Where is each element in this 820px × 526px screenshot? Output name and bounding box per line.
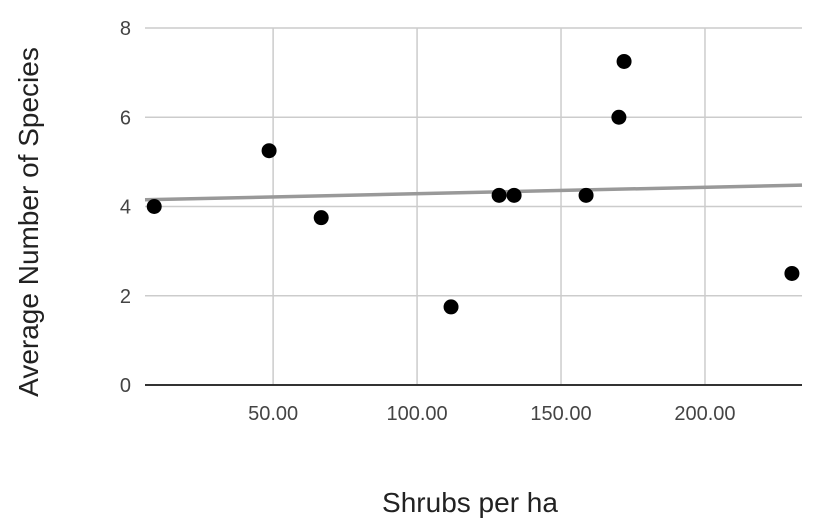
x-axis-title: Shrubs per ha [382, 487, 558, 518]
data-points [146, 53, 800, 315]
data-point [491, 187, 507, 203]
data-point [784, 265, 800, 281]
y-tick-label: 0 [120, 375, 131, 397]
x-tick-label: 50.00 [248, 403, 298, 425]
tick-labels: 0 2 4 6 8 50.00 100.00 150.00 200.00 [120, 18, 736, 425]
y-axis-title: Average Number of Species [13, 47, 44, 397]
trendline-group [144, 183, 803, 202]
data-point [313, 210, 329, 226]
y-tick-label: 6 [120, 107, 131, 129]
gridlines [145, 27, 802, 386]
trendline [144, 183, 803, 202]
data-point [261, 143, 277, 159]
data-point [611, 109, 627, 125]
x-tick-label: 100.00 [386, 403, 447, 425]
y-tick-label: 8 [120, 18, 131, 40]
x-tick-label: 150.00 [530, 403, 591, 425]
y-tick-label: 4 [120, 197, 131, 219]
data-point [616, 53, 632, 69]
x-tick-label: 200.00 [674, 403, 735, 425]
data-point [506, 187, 522, 203]
data-point [443, 299, 459, 315]
data-point [146, 199, 162, 214]
data-point [578, 187, 594, 203]
y-tick-label: 2 [120, 286, 131, 308]
